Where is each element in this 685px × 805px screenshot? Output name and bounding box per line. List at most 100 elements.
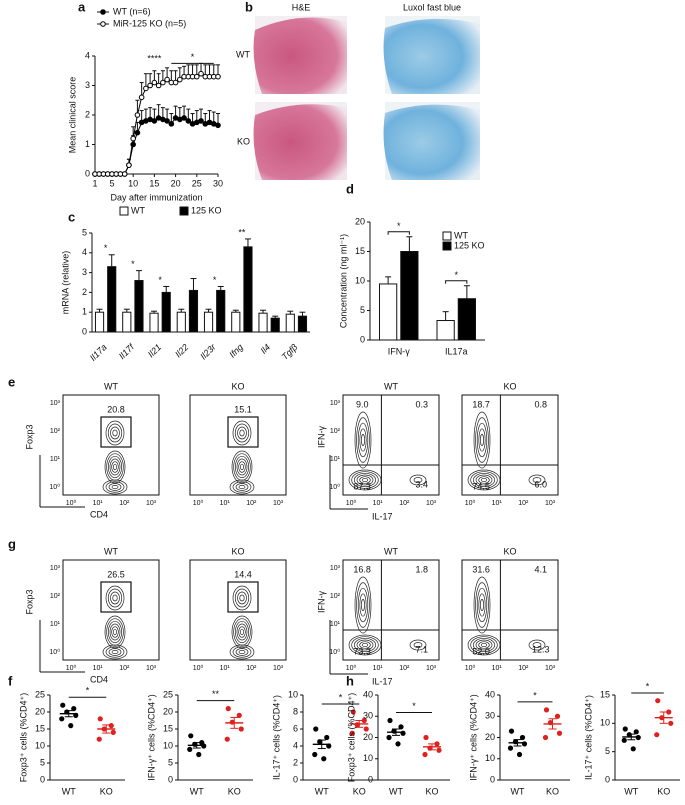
y-axis-label: Concentration (ng ml⁻¹) <box>338 234 348 328</box>
contour <box>109 458 121 476</box>
x-tick-label: 30 <box>213 178 223 188</box>
contour <box>413 477 423 483</box>
contour <box>475 417 489 463</box>
bar <box>297 315 308 333</box>
x-tick-label: 1 <box>92 178 97 188</box>
point <box>508 728 515 734</box>
x-tick-label: Il17a <box>88 342 109 363</box>
x-tick-label: KO <box>353 786 366 796</box>
significance-bracket <box>387 231 410 235</box>
x-tick-label: 20 <box>171 178 181 188</box>
contour <box>470 636 498 654</box>
significance: * <box>646 681 650 691</box>
x-tick-label: Il23r <box>198 341 218 361</box>
panel-label: h <box>346 673 354 688</box>
contour <box>237 426 247 440</box>
x-tick-label: WT <box>624 786 638 796</box>
x-tick-label: IFN-γ <box>388 346 410 356</box>
gate <box>227 416 259 448</box>
point <box>151 79 158 86</box>
x-tick-label: Tgfβ <box>280 342 300 362</box>
point <box>185 118 192 124</box>
point <box>68 723 74 729</box>
contour <box>532 477 542 483</box>
point <box>312 751 318 758</box>
contour <box>112 429 118 437</box>
y-tick-label: 25 <box>35 689 45 699</box>
contour <box>111 461 119 473</box>
x-axis-label: Day after immunization <box>110 192 202 202</box>
significance: * <box>131 259 135 269</box>
contour <box>236 458 248 476</box>
panel-label: f <box>8 673 13 688</box>
point <box>71 706 77 712</box>
x-tick-label: 10⁰ <box>346 499 357 507</box>
x-tick-label: Il17f <box>117 341 137 361</box>
point <box>361 717 367 724</box>
significance: * <box>86 686 90 696</box>
contour <box>238 484 246 490</box>
gate-value: 15.1 <box>234 404 252 414</box>
y-axis-label: IL-17⁺ cells (%CD4⁺) <box>583 695 593 780</box>
contour <box>112 594 118 602</box>
x-tick-label: 10² <box>518 665 529 672</box>
legend-marker <box>100 9 106 15</box>
quadrant-value: 7.1 <box>415 644 428 654</box>
point <box>138 94 145 101</box>
point <box>349 730 355 736</box>
contour <box>478 428 486 452</box>
significance: * <box>158 275 162 285</box>
legend-label: WT <box>131 205 145 215</box>
y-tick-label: 10 <box>485 753 495 763</box>
quadrant-value: 16.8 <box>353 564 371 574</box>
x-tick-label: 10³ <box>273 665 284 672</box>
plot-title: KO <box>503 546 516 556</box>
contour <box>361 477 369 483</box>
contour <box>234 423 250 443</box>
point <box>225 706 231 712</box>
y-tick-label: 3 <box>85 80 90 90</box>
significance: * <box>412 701 416 711</box>
bar <box>176 311 186 333</box>
x-tick-label: 10² <box>119 665 130 672</box>
bar <box>188 289 199 333</box>
quadrant-value: 4.1 <box>534 564 547 574</box>
contour <box>473 576 491 634</box>
y-tick-label: 10⁰ <box>49 483 60 491</box>
y-tick-label: 10² <box>50 428 61 435</box>
quadrant-value: 52.0 <box>472 646 490 656</box>
panel-label: c <box>68 209 75 224</box>
point <box>187 746 193 753</box>
gate-value: 14.4 <box>234 569 252 579</box>
y-tick-label: 20 <box>363 732 373 742</box>
contour <box>478 476 490 484</box>
contour <box>354 411 372 469</box>
x-tick-label: 10² <box>246 500 257 507</box>
point <box>423 734 429 741</box>
y-tick-label: 10¹ <box>330 456 341 463</box>
x-tick-label: KO <box>228 786 241 796</box>
legend-swatch <box>179 206 189 216</box>
significance: * <box>533 690 537 700</box>
y-tick-label: 0 <box>85 168 90 178</box>
y-tick-label: 4 <box>82 247 87 257</box>
x-tick-label: 10¹ <box>373 665 384 672</box>
contour <box>356 474 374 486</box>
y-axis-label: IFN-γ <box>316 591 326 613</box>
contour <box>236 623 248 641</box>
point <box>143 85 149 92</box>
plot-frame <box>189 559 287 661</box>
point <box>215 73 221 80</box>
y-tick-label: 8 <box>293 706 298 716</box>
point <box>321 756 327 762</box>
contour <box>107 423 123 443</box>
quadrant-value: 3.4 <box>415 479 428 489</box>
x-tick-label: Il21 <box>146 342 163 359</box>
y-tick-label: 0 <box>40 774 45 784</box>
bar <box>379 283 398 341</box>
contour <box>239 463 245 471</box>
x-tick-label: IL17a <box>445 346 468 356</box>
point <box>155 82 162 89</box>
x-tick-label: 10⁰ <box>465 499 476 507</box>
contour <box>476 587 488 623</box>
